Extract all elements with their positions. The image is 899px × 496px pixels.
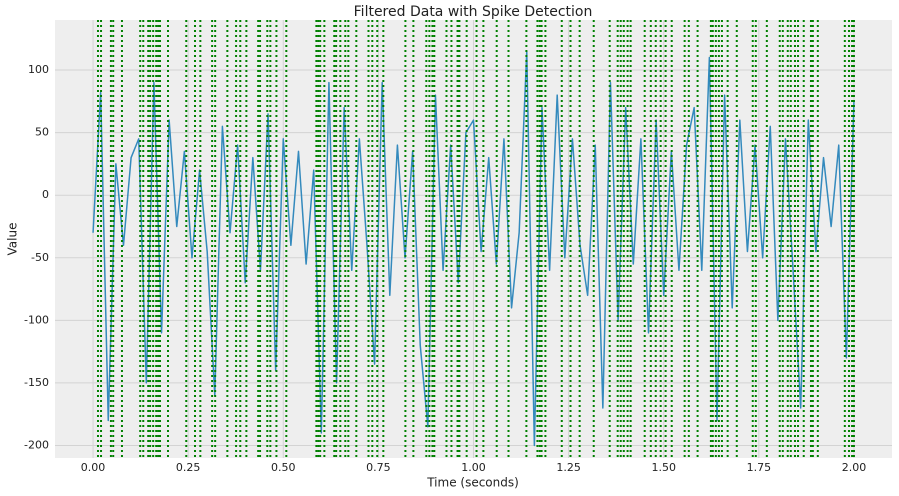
x-tick-label: 0.50	[271, 461, 296, 474]
x-tick-label: 0.75	[366, 461, 391, 474]
y-tick-label: -200	[24, 438, 49, 451]
y-axis-label: Value	[6, 223, 20, 256]
x-tick-label: 0.25	[176, 461, 201, 474]
x-tick-label: 0.00	[81, 461, 106, 474]
y-tick-label: -100	[24, 313, 49, 326]
tick-labels: -200 -150 -100 -50 0 50 100 0.00 0.25 0.50 0.75 1.0…	[24, 63, 866, 474]
x-tick-label: 2.00	[842, 461, 867, 474]
x-tick-label: 1.50	[651, 461, 676, 474]
x-tick-label: 1.25	[556, 461, 581, 474]
y-tick-label: 50	[35, 126, 49, 139]
x-tick-label: 1.75	[747, 461, 772, 474]
x-tick-label: 1.00	[461, 461, 486, 474]
chart-title: Filtered Data with Spike Detection	[354, 4, 593, 20]
y-tick-label: -150	[24, 376, 49, 389]
y-tick-label: -50	[31, 251, 49, 264]
y-tick-label: 100	[28, 63, 49, 76]
x-axis-label: Time (seconds)	[426, 476, 519, 490]
plot	[92, 20, 855, 458]
y-tick-label: 0	[42, 188, 49, 201]
